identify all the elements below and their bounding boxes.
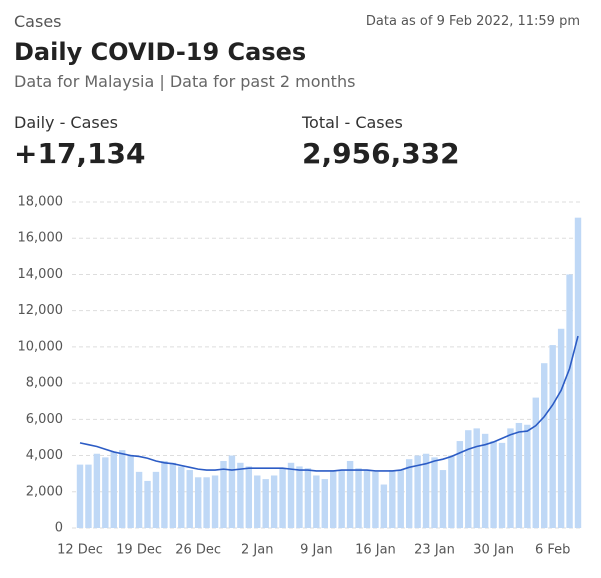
bar bbox=[541, 363, 548, 528]
bar bbox=[152, 471, 160, 528]
as-of: Data as of 9 Feb 2022, 11:59 pm bbox=[365, 14, 580, 29]
bar bbox=[515, 422, 523, 528]
bar bbox=[127, 455, 134, 528]
x-tick-label: 2 Jan bbox=[241, 543, 273, 558]
bar bbox=[330, 470, 337, 528]
bar bbox=[102, 457, 109, 528]
bar bbox=[355, 468, 362, 528]
bar bbox=[557, 328, 565, 528]
bar bbox=[481, 433, 489, 528]
bar bbox=[507, 428, 514, 528]
bar bbox=[220, 460, 227, 528]
bar bbox=[262, 479, 269, 528]
bar bbox=[287, 462, 295, 528]
title: Daily COVID-19 Cases bbox=[14, 38, 307, 66]
bar bbox=[524, 424, 531, 528]
bar bbox=[346, 460, 354, 528]
y-tick-label: 4,000 bbox=[26, 448, 63, 463]
bar bbox=[549, 345, 556, 528]
y-tick-label: 18,000 bbox=[18, 195, 64, 210]
bar bbox=[85, 464, 92, 528]
stat-value: 2,956,332 bbox=[302, 137, 460, 170]
bar bbox=[203, 477, 210, 528]
section-label: Cases bbox=[14, 12, 62, 31]
stat-label: Total - Cases bbox=[302, 113, 403, 132]
bar bbox=[448, 455, 455, 528]
y-tick-label: 12,000 bbox=[18, 303, 64, 318]
bar bbox=[270, 475, 278, 528]
bar bbox=[422, 453, 430, 528]
bar bbox=[304, 468, 312, 528]
bar bbox=[439, 470, 447, 528]
bar bbox=[161, 460, 168, 528]
y-tick-label: 10,000 bbox=[18, 339, 64, 354]
bar bbox=[178, 466, 185, 528]
bar bbox=[532, 397, 540, 528]
x-tick-label: 30 Jan bbox=[473, 543, 514, 558]
stat-label: Daily - Cases bbox=[14, 113, 118, 132]
bar bbox=[414, 455, 421, 528]
subtitle-right: Data for past 2 months bbox=[169, 72, 356, 91]
bar bbox=[93, 453, 101, 528]
bar bbox=[338, 470, 345, 528]
bar bbox=[405, 459, 413, 528]
bar bbox=[211, 475, 219, 528]
bar bbox=[237, 462, 244, 528]
bar bbox=[431, 457, 438, 528]
bar bbox=[186, 470, 193, 528]
subtitle-left: Data for Malaysia bbox=[14, 72, 155, 91]
x-tick-label: 9 Jan bbox=[300, 543, 332, 558]
bar bbox=[194, 477, 202, 528]
bar bbox=[135, 471, 143, 528]
bar bbox=[110, 451, 117, 528]
bar bbox=[372, 471, 379, 528]
bar bbox=[363, 470, 371, 528]
bar bbox=[296, 466, 303, 528]
bar bbox=[574, 217, 582, 529]
bar bbox=[397, 470, 404, 528]
x-tick-label: 19 Dec bbox=[116, 543, 162, 558]
y-tick-label: 6,000 bbox=[26, 412, 63, 427]
bar bbox=[313, 475, 320, 528]
bar bbox=[490, 441, 497, 528]
x-tick-label: 12 Dec bbox=[57, 543, 103, 558]
bar bbox=[321, 479, 328, 528]
bar bbox=[279, 468, 286, 528]
bar bbox=[245, 466, 253, 528]
bar bbox=[498, 442, 506, 528]
bar bbox=[169, 462, 177, 528]
bar bbox=[380, 484, 388, 528]
bar bbox=[473, 428, 480, 528]
y-tick-label: 14,000 bbox=[18, 267, 64, 282]
y-tick-label: 0 bbox=[55, 521, 63, 536]
bar bbox=[76, 464, 84, 528]
bar bbox=[118, 450, 126, 528]
subtitle: Data for Malaysia | Data for past 2 mont… bbox=[14, 72, 356, 91]
bar bbox=[254, 475, 261, 528]
bar bbox=[144, 480, 151, 528]
bar bbox=[566, 274, 573, 528]
y-tick-label: 8,000 bbox=[26, 376, 63, 391]
x-tick-label: 23 Jan bbox=[414, 543, 455, 558]
stat-value: +17,134 bbox=[14, 137, 146, 170]
bar bbox=[228, 455, 236, 528]
x-tick-label: 6 Feb bbox=[535, 543, 570, 558]
bar bbox=[465, 430, 472, 528]
bar bbox=[389, 470, 396, 528]
x-tick-label: 26 Dec bbox=[175, 543, 221, 558]
y-tick-label: 16,000 bbox=[18, 231, 64, 246]
y-tick-label: 2,000 bbox=[26, 484, 63, 499]
average-line bbox=[79, 335, 579, 472]
bar bbox=[456, 441, 464, 528]
x-tick-label: 16 Jan bbox=[355, 543, 396, 558]
